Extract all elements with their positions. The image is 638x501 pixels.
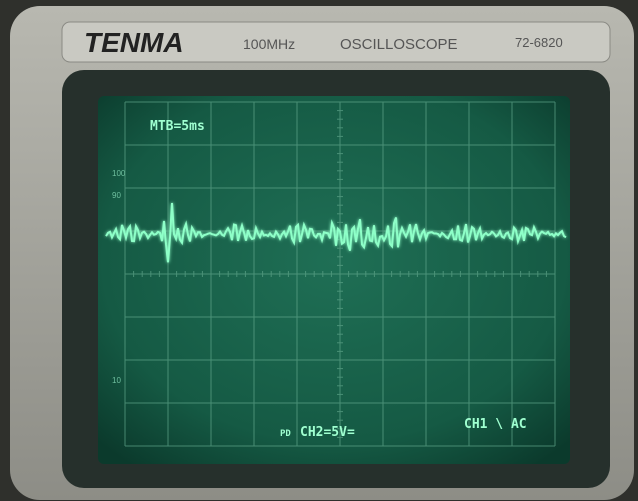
ch1-setting: CH1 \ AC	[464, 417, 527, 432]
product: OSCILLOSCOPE	[340, 36, 458, 53]
oscilloscope-photo: TENMA 100MHz OSCILLOSCOPE 72-6820 MTB=5m…	[0, 0, 638, 501]
page: TENMA 100MHz OSCILLOSCOPE 72-6820 MTB=5m…	[0, 0, 638, 501]
graticule-label: 90	[112, 191, 121, 200]
ch2-setting: CH2=5V=	[300, 425, 355, 440]
graticule-label: 100	[112, 169, 126, 178]
timebase: MTB=5ms	[150, 119, 205, 134]
graticule-label: 10	[112, 376, 121, 385]
bandwidth: 100MHz	[243, 36, 295, 52]
screen	[98, 96, 570, 464]
ch2-prefix: PD	[280, 429, 291, 439]
brand: TENMA	[84, 27, 184, 58]
model: 72-6820	[515, 35, 563, 50]
